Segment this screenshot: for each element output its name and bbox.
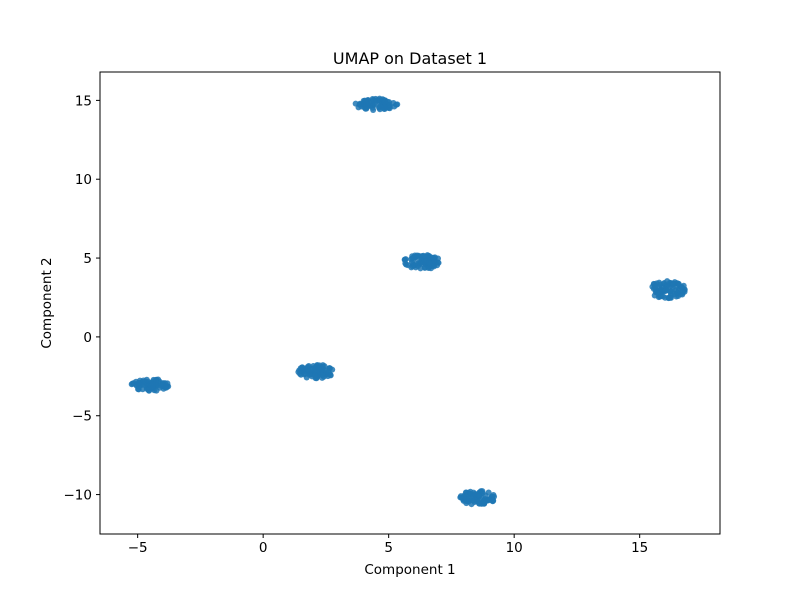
- y-axis-ticks: −10 −5 0 5 10 15: [64, 93, 100, 504]
- chart-title: UMAP on Dataset 1: [333, 49, 487, 68]
- data-point: [467, 488, 474, 495]
- data-point: [414, 252, 421, 259]
- data-point: [136, 383, 143, 390]
- data-point: [327, 371, 334, 378]
- data-point: [482, 492, 489, 499]
- data-point: [409, 255, 416, 262]
- data-point: [478, 500, 485, 507]
- y-tick-label: −10: [64, 488, 93, 504]
- x-tick-label: 0: [259, 540, 268, 556]
- data-point: [489, 498, 496, 505]
- data-point: [381, 99, 388, 106]
- data-point: [363, 105, 370, 112]
- data-point: [301, 371, 308, 378]
- data-point: [670, 281, 677, 288]
- plot-frame: [99, 71, 721, 535]
- y-tick-label: 15: [75, 93, 92, 109]
- data-point: [667, 288, 674, 295]
- data-point: [651, 283, 658, 290]
- data-point: [321, 363, 328, 370]
- data-point: [158, 382, 165, 389]
- data-point: [299, 364, 306, 371]
- data-point: [475, 491, 482, 498]
- x-axis-label: Component 1: [364, 562, 455, 578]
- data-point: [391, 103, 398, 110]
- x-tick-label: −5: [128, 540, 148, 556]
- data-point: [402, 256, 409, 263]
- x-tick-label: 10: [506, 540, 523, 556]
- data-point: [678, 283, 685, 290]
- data-point: [140, 381, 147, 388]
- data-point: [663, 286, 670, 293]
- data-point: [656, 279, 663, 286]
- data-point: [372, 101, 379, 108]
- data-point: [311, 372, 318, 379]
- y-tick-label: 0: [83, 330, 92, 346]
- data-point: [416, 260, 423, 267]
- data-point: [468, 501, 475, 508]
- data-point: [666, 294, 673, 301]
- data-point: [425, 264, 432, 271]
- data-point: [426, 260, 433, 267]
- y-tick-label: −5: [72, 409, 92, 425]
- x-tick-label: 5: [384, 540, 393, 556]
- y-axis-label: Component 2: [39, 257, 55, 348]
- data-point: [672, 291, 679, 298]
- y-tick-label: 10: [75, 172, 92, 188]
- data-point: [128, 381, 135, 388]
- data-point: [490, 491, 497, 498]
- data-point: [306, 371, 313, 378]
- points-layer: [128, 95, 688, 508]
- data-point: [420, 252, 427, 259]
- y-tick-label: 5: [83, 251, 92, 267]
- data-point: [305, 362, 312, 369]
- data-point: [479, 488, 486, 495]
- data-point: [364, 101, 371, 108]
- data-point: [310, 365, 317, 372]
- data-point: [431, 263, 438, 270]
- data-point: [149, 381, 156, 388]
- x-axis-ticks: −5 0 5 10 15: [128, 534, 648, 556]
- data-point: [376, 95, 383, 102]
- data-point: [431, 256, 438, 263]
- data-point: [664, 278, 671, 285]
- data-point: [463, 495, 470, 502]
- data-point: [657, 293, 664, 300]
- data-point: [357, 101, 364, 108]
- x-tick-label: 15: [631, 540, 648, 556]
- data-point: [149, 385, 156, 392]
- data-point: [679, 289, 686, 296]
- data-point: [319, 372, 326, 379]
